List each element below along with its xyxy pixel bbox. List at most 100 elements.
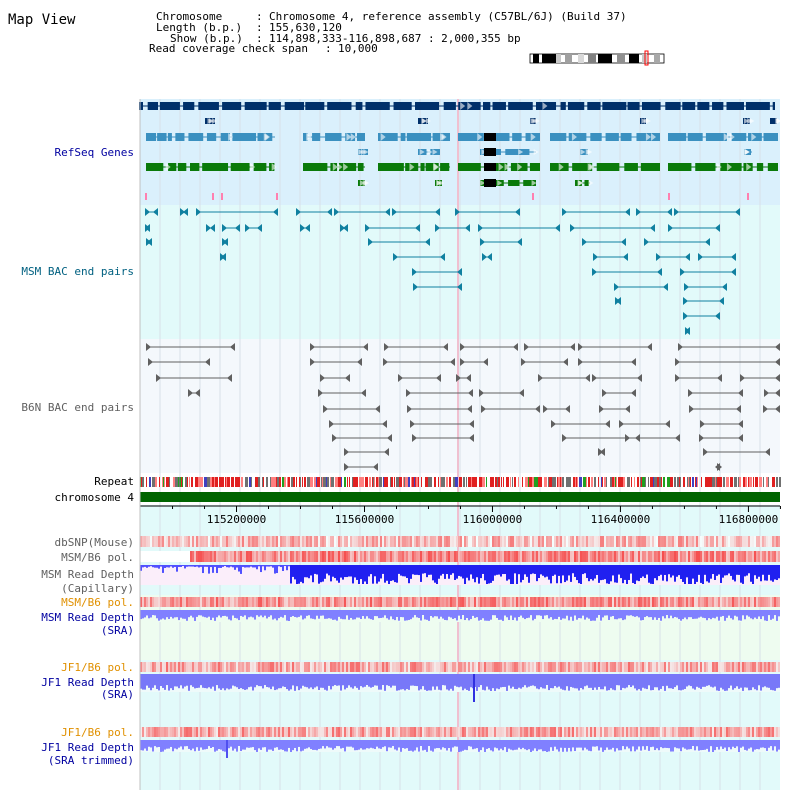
b6n-bac-pair[interactable] <box>156 374 232 382</box>
msm-bac-pair[interactable] <box>683 312 720 320</box>
refseq-gene[interactable] <box>146 163 277 171</box>
refseq-gene[interactable] <box>418 149 440 155</box>
msm-bac-pair[interactable] <box>684 283 727 291</box>
refseq-gene[interactable] <box>575 180 594 186</box>
refseq-gene[interactable] <box>303 133 365 141</box>
msm-bac-pair[interactable] <box>412 268 462 276</box>
msm-bac-pair[interactable] <box>683 297 724 305</box>
msm-bac-pair[interactable] <box>562 208 630 216</box>
msm-bac-track[interactable] <box>145 208 740 335</box>
repeat-track[interactable] <box>140 477 781 487</box>
refseq-gene[interactable] <box>435 180 445 186</box>
refseq-genes-track[interactable] <box>139 102 782 200</box>
b6n-bac-pair[interactable] <box>764 389 780 397</box>
msm-bac-pair[interactable] <box>636 208 672 216</box>
refseq-gene[interactable] <box>378 163 450 171</box>
chromosome-ideogram-icon[interactable] <box>529 50 665 66</box>
msm-bac-pair[interactable] <box>480 238 522 246</box>
msm-bac-pair[interactable] <box>582 238 626 246</box>
msm-bac-pair[interactable] <box>656 253 690 261</box>
msm-bac-pair[interactable] <box>334 208 390 216</box>
msm-bac-pair[interactable] <box>482 253 492 261</box>
refseq-gene[interactable] <box>550 163 660 171</box>
b6n-bac-pair[interactable] <box>344 448 389 456</box>
msm-bac-pair[interactable] <box>368 238 430 246</box>
refseq-gene[interactable] <box>418 118 431 124</box>
msm-bac-pair[interactable] <box>593 253 628 261</box>
b6n-bac-pair[interactable] <box>310 358 362 366</box>
b6n-bac-pair[interactable] <box>602 389 636 397</box>
refseq-gene[interactable] <box>640 118 651 124</box>
msm-bac-pair[interactable] <box>685 327 690 335</box>
b6n-bac-pair[interactable] <box>675 374 722 382</box>
msm-bac-pair[interactable] <box>300 224 310 232</box>
refseq-gene[interactable] <box>668 163 778 171</box>
refseq-gene[interactable] <box>358 180 370 186</box>
refseq-gene[interactable] <box>146 133 275 141</box>
refseq-gene[interactable] <box>458 133 540 141</box>
msm-bac-pair[interactable] <box>455 208 520 216</box>
msm-bac-pair[interactable] <box>413 283 462 291</box>
b6n-bac-pair[interactable] <box>521 358 568 366</box>
msm-bac-pair[interactable] <box>146 238 152 246</box>
b6n-bac-pair[interactable] <box>410 420 474 428</box>
b6n-bac-pair[interactable] <box>578 358 636 366</box>
b6n-bac-pair[interactable] <box>481 405 540 413</box>
b6n-bac-pair[interactable] <box>383 358 455 366</box>
b6n-bac-pair[interactable] <box>329 420 387 428</box>
b6n-bac-pair[interactable] <box>543 405 570 413</box>
b6n-bac-pair[interactable] <box>456 374 471 382</box>
b6n-bac-pair[interactable] <box>763 405 780 413</box>
refseq-gene[interactable] <box>668 133 778 141</box>
msm-bac-pair[interactable] <box>222 238 228 246</box>
b6n-bac-pair[interactable] <box>625 434 680 442</box>
refseq-gene[interactable] <box>744 149 752 155</box>
b6n-bac-pair[interactable] <box>524 343 575 351</box>
msm-bac-pair[interactable] <box>196 208 278 216</box>
b6n-bac-pair[interactable] <box>675 358 780 366</box>
b6n-bac-pair[interactable] <box>320 374 350 382</box>
b6n-bac-pair[interactable] <box>318 389 366 397</box>
b6n-bac-pair[interactable] <box>460 343 518 351</box>
refseq-gene[interactable] <box>303 163 365 171</box>
refseq-gene[interactable] <box>530 118 540 124</box>
b6n-bac-pair[interactable] <box>598 448 605 456</box>
b6n-bac-pair[interactable] <box>599 405 630 413</box>
b6n-bac-pair[interactable] <box>146 343 235 351</box>
msm-bac-pair[interactable] <box>668 224 720 232</box>
msm-bac-pair[interactable] <box>206 224 215 232</box>
b6n-bac-pair[interactable] <box>188 389 200 397</box>
b6n-bac-pair[interactable] <box>310 343 368 351</box>
msm-bac-pair[interactable] <box>615 297 621 305</box>
b6n-bac-pair[interactable] <box>323 405 380 413</box>
refseq-gene[interactable] <box>550 133 660 141</box>
b6n-bac-pair[interactable] <box>148 358 210 366</box>
msm-bac-pair[interactable] <box>592 268 662 276</box>
refseq-gene[interactable] <box>580 149 593 155</box>
refseq-gene[interactable] <box>458 163 540 171</box>
refseq-gene[interactable] <box>743 118 755 124</box>
b6n-bac-pair[interactable] <box>678 343 780 351</box>
b6n-bac-pair[interactable] <box>551 420 610 428</box>
b6n-bac-pair[interactable] <box>460 358 488 366</box>
msm-bac-pair[interactable] <box>392 208 440 216</box>
b6n-bac-track[interactable] <box>146 343 780 471</box>
b6n-bac-pair[interactable] <box>344 463 378 471</box>
refseq-gene[interactable] <box>770 118 782 124</box>
b6n-bac-pair[interactable] <box>412 434 474 442</box>
msm-bac-pair[interactable] <box>680 268 736 276</box>
b6n-bac-pair[interactable] <box>406 389 473 397</box>
b6n-bac-pair[interactable] <box>688 389 743 397</box>
b6n-bac-pair[interactable] <box>740 374 780 382</box>
msm-bac-pair[interactable] <box>180 208 188 216</box>
msm-bac-pair[interactable] <box>614 283 668 291</box>
b6n-bac-pair[interactable] <box>332 434 392 442</box>
b6n-bac-pair[interactable] <box>700 420 743 428</box>
msm-bac-pair[interactable] <box>674 208 740 216</box>
b6n-bac-pair[interactable] <box>699 434 743 442</box>
b6n-bac-pair[interactable] <box>715 463 722 471</box>
msm-bac-pair[interactable] <box>435 224 470 232</box>
b6n-bac-pair[interactable] <box>619 420 670 428</box>
b6n-bac-pair[interactable] <box>479 389 524 397</box>
